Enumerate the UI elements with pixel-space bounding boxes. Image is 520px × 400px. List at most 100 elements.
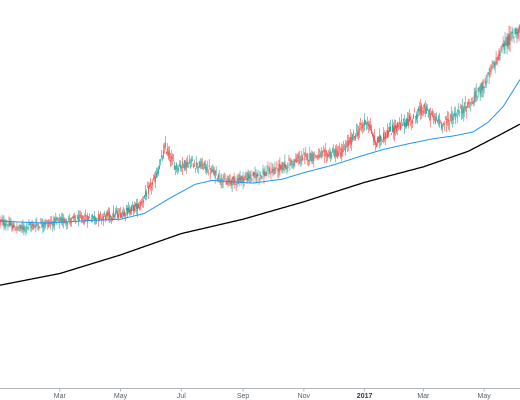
- candle-body: [292, 164, 294, 166]
- candle-body: [264, 170, 266, 176]
- candle-body: [70, 221, 72, 224]
- candle-body: [357, 131, 359, 137]
- candle-body: [286, 168, 288, 170]
- candle-body: [185, 162, 187, 169]
- candle-body: [94, 216, 96, 221]
- candle-body: [349, 138, 351, 143]
- candle-body: [179, 164, 181, 168]
- candle-body: [28, 223, 30, 225]
- candle-body: [26, 223, 28, 229]
- candle-body: [245, 175, 247, 177]
- candle-body: [344, 148, 346, 151]
- candle-body: [336, 150, 338, 158]
- candle-body: [266, 171, 268, 175]
- candle-body: [152, 178, 154, 180]
- candle-body: [381, 138, 382, 140]
- candle-body: [412, 114, 414, 119]
- candle-body: [510, 32, 512, 34]
- candle-body: [135, 203, 136, 207]
- candle-body: [208, 165, 210, 167]
- candle-body: [123, 211, 124, 217]
- candle-body: [506, 37, 508, 47]
- candle-body: [12, 224, 14, 229]
- candle-body: [95, 217, 97, 221]
- candle-body: [68, 219, 70, 221]
- candle-body: [322, 151, 324, 156]
- candle-body: [172, 160, 174, 162]
- candle-body: [304, 153, 306, 161]
- candle-body: [465, 106, 467, 112]
- candle-body: [53, 217, 55, 227]
- candle-body: [334, 149, 336, 157]
- candle-body: [127, 208, 128, 215]
- candle-body: [295, 157, 297, 163]
- candle-body: [503, 43, 505, 50]
- candle-body: [450, 113, 452, 118]
- candle-body: [175, 163, 177, 169]
- candle-body: [57, 220, 59, 221]
- candle-body: [237, 178, 239, 180]
- candle-body: [467, 102, 469, 107]
- candle-body: [332, 148, 334, 152]
- x-tick-label: May: [478, 393, 492, 400]
- candle-body: [492, 62, 494, 64]
- candle-body: [19, 224, 21, 229]
- candle-body: [476, 97, 478, 98]
- candle-body: [399, 122, 400, 125]
- candle-body: [318, 154, 320, 160]
- candle-body: [99, 214, 101, 220]
- candle-body: [498, 49, 500, 60]
- candle-body: [72, 217, 74, 218]
- candle-body: [4, 223, 6, 227]
- candle-body: [216, 179, 218, 181]
- candle-body: [345, 145, 347, 152]
- candle-body: [346, 144, 348, 145]
- candle-body: [501, 51, 503, 53]
- candle-body: [473, 95, 475, 104]
- candle-body: [116, 210, 117, 213]
- candle-body: [308, 159, 310, 162]
- candle-body: [115, 212, 117, 215]
- candle-body: [167, 151, 169, 156]
- candle-body: [390, 126, 391, 132]
- candle-body: [486, 74, 488, 77]
- candle-body: [189, 164, 191, 168]
- candle-body: [497, 56, 499, 61]
- candle-body: [156, 171, 158, 175]
- candle-body: [387, 130, 388, 138]
- candle-body: [278, 163, 280, 173]
- moving-average-slow-line: [0, 123, 520, 286]
- candle-body: [59, 218, 61, 223]
- candle-body: [40, 221, 42, 223]
- candle-body: [134, 205, 135, 211]
- candle-body: [371, 129, 373, 134]
- candle-body: [375, 141, 377, 145]
- candle-body: [79, 214, 81, 217]
- candle-body: [512, 32, 514, 34]
- candle-body: [143, 200, 144, 203]
- candle-body: [424, 108, 426, 113]
- candle-body: [494, 61, 496, 68]
- candle-body: [301, 155, 303, 160]
- candle-body: [110, 215, 112, 218]
- candle-body: [77, 216, 79, 220]
- candle-body: [391, 133, 392, 135]
- candle-body: [449, 118, 451, 120]
- candle-body: [283, 162, 285, 168]
- candle-body: [257, 174, 259, 176]
- candle-body: [198, 161, 200, 168]
- candle-body: [11, 225, 13, 230]
- candle-body: [149, 182, 151, 186]
- candle-body: [118, 214, 119, 218]
- candle-body: [71, 217, 73, 221]
- candle-body: [319, 150, 321, 153]
- candle-body: [312, 151, 314, 161]
- candle-body: [517, 29, 519, 36]
- candle-body: [407, 119, 409, 126]
- candle-body: [478, 86, 480, 91]
- candle-body: [329, 151, 331, 156]
- candle-body: [131, 205, 132, 212]
- candle-body: [125, 214, 126, 216]
- candle-body: [350, 136, 352, 145]
- candle-body: [410, 122, 412, 123]
